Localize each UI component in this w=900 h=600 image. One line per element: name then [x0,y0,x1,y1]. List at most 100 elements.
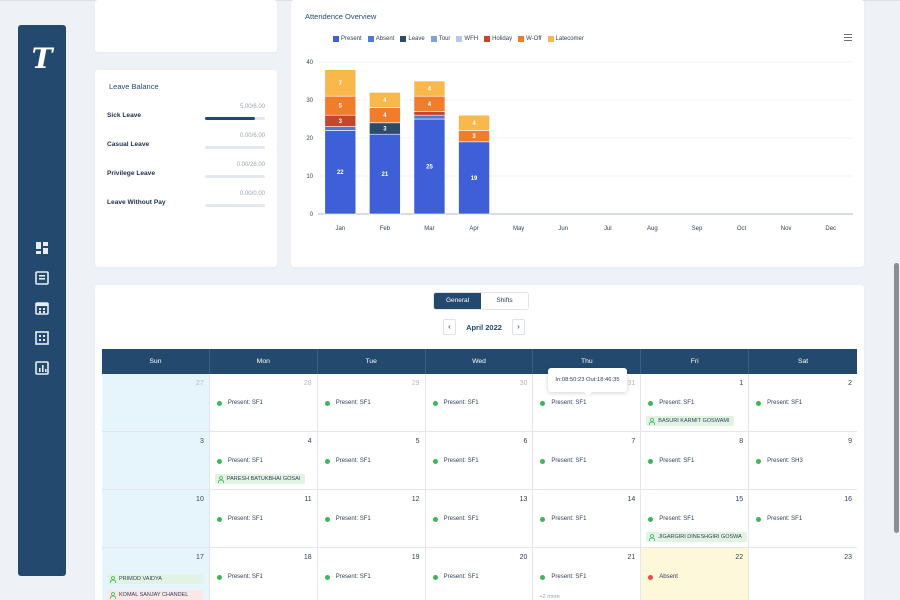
dashboard-icon[interactable] [34,240,50,256]
employee-badge[interactable]: JIGARGIRI DINESHGIRI GOSWA [646,532,747,542]
status-text: Present: SF1 [767,400,803,406]
calendar-day-cell[interactable]: 2 Present: SF1 [749,374,857,432]
status-dot [216,458,222,464]
date-number: 18 [303,554,312,561]
legend-swatch [333,36,339,42]
prev-month-button[interactable]: ‹ [443,319,456,335]
employee-badge[interactable]: PARESH BATUKBHAI GOSAI [214,474,306,484]
status-dot [216,574,222,580]
date-number: 9 [848,438,852,445]
calendar-day-cell[interactable]: 3 [102,432,210,490]
calendar-day-cell[interactable]: 18 Present: SF1 [209,548,318,600]
data-label: 21 [382,172,389,178]
legend-label: Tour [438,36,451,42]
calendar-day-cell[interactable]: 23 [749,548,857,600]
calendar-day-cell[interactable]: 12 Present: SF1 [317,490,426,548]
employee-badge[interactable]: PRIMOD VAIDYA [107,574,203,584]
legend-item[interactable]: Latecomer [547,36,584,42]
calendar-day-cell[interactable]: 9 Present: SH3 [749,432,857,490]
grid-icon[interactable] [34,330,50,346]
status-dot [216,516,222,522]
status-text: Present: SF1 [443,458,479,464]
status-text: Present: SF1 [659,458,695,464]
legend-item[interactable]: Holiday [484,36,512,42]
employee-name: JIGARGIRI DINESHGIRI GOSWA [658,534,742,540]
bar-segment[interactable] [369,92,401,108]
document-icon[interactable] [34,270,50,286]
legend-item[interactable]: Present [333,36,362,42]
status-text: Present: SF1 [551,574,587,580]
attendance-status: Present: SF1 [216,458,263,464]
date-number: 10 [196,496,204,503]
calendar-day-cell[interactable]: 30 Present: SF1 [425,374,534,432]
calendar-day-cell[interactable]: 11 Present: SF1 [209,490,318,548]
calendar-day-cell[interactable]: 20 Present: SF1 [425,548,534,600]
calendar-day-cell[interactable]: 7 Present: SF1 [533,432,642,490]
leave-row-without-pay: Leave Without Pay 0.00/0.00 [107,191,267,223]
legend-swatch [456,36,463,42]
legend-item[interactable]: Leave [400,36,425,42]
attendance-status: Present: SH3 [756,458,803,464]
calendar-day-cell[interactable]: 1 Present: SF1 BASURI KARMIT GOSWAMI [641,374,750,432]
date-number: 11 [304,496,312,503]
calendar-day-cell[interactable]: 17 PRIMOD VAIDYA KOMAL SANJAY CHANDEL [102,548,210,600]
calendar-day-cell[interactable]: 29 Present: SF1 [317,374,426,432]
employee-badge[interactable]: BASURI KARMIT GOSWAMI [646,416,735,426]
bar-segment[interactable] [413,114,446,120]
page-scrollbar[interactable] [894,263,899,533]
bar-segment[interactable] [324,69,357,97]
date-number: 21 [627,554,636,561]
legend-item[interactable]: Absent [367,36,394,42]
employee-name: KOMAL SANJAY CHANDEL [119,592,189,598]
weekday-label: Sat [797,358,809,365]
date-number: 27 [196,380,204,387]
bar-segment[interactable] [369,133,401,215]
calendar-day-cell[interactable]: 10 [102,490,210,548]
status-dot [432,516,438,522]
calendar-day-cell[interactable]: 8 Present: SF1 [641,432,750,490]
calendar-day-cell[interactable]: 28 Present: SF1 [209,374,318,432]
calendar-day-cell[interactable]: 15 Present: SF1 JIGARGIRI DINESHGIRI GOSWA [641,490,750,548]
calendar-day-cell[interactable]: 19 Present: SF1 [317,548,426,600]
employee-badge[interactable]: KOMAL SANJAY CHANDEL [107,590,203,600]
bar-segment[interactable] [413,111,446,116]
next-month-button[interactable]: › [512,319,525,335]
bar-segment[interactable] [458,114,490,131]
attendance-bar-chart: 0 10 20 30 40 Jan 22 3 5 7 Feb 21 3 4 4 Mar 25 4 4 Apr 19 3 4 M… [306,60,853,232]
report-chart-icon[interactable] [34,360,50,376]
more-events-link[interactable]: +2 more [539,594,560,600]
legend-item[interactable]: WFH [456,36,478,42]
calendar-day-cell[interactable]: 16 Present: SF1 [749,490,857,548]
calendar-day-cell[interactable]: 13 Present: SF1 [425,490,534,548]
date-number: 15 [735,496,744,503]
tab-general[interactable]: General [434,293,481,309]
app-logo[interactable]: T [31,42,53,75]
legend-item[interactable]: W-Off [518,36,542,42]
bar-segment[interactable] [324,130,357,215]
calendar-day-cell[interactable]: 14 Present: SF1 [533,490,642,548]
bar-segment[interactable] [458,141,490,215]
calendar-day-cell[interactable]: 4 Present: SF1 PARESH BATUKBHAI GOSAI [209,432,318,490]
calendar-icon[interactable] [34,300,50,316]
month-navigation: ‹ April 2022 › [443,319,525,335]
calendar-day-cell[interactable]: 21 Present: SF1 +2 more [533,548,642,600]
hamburger-menu-icon[interactable] [844,34,852,41]
data-label: 19 [471,176,478,182]
status-dot [648,400,654,406]
calendar-body: 27 28 Present: SF1 29 Present: SF1 30 Present:… [102,374,857,600]
calendar-day-cell[interactable]: 6 Present: SF1 [425,432,534,490]
legend-item[interactable]: Tour [430,36,451,42]
tab-shifts[interactable]: Shifts [481,293,528,309]
weekday-label: Sun [102,349,210,374]
calendar-day-cell[interactable]: 22 Absent [641,548,750,600]
bar-segment[interactable] [324,126,357,131]
person-icon [649,533,656,541]
calendar-day-cell[interactable]: 27 [102,374,210,432]
legend-label: WFH [464,36,479,42]
employee-name: PARESH BATUKBHAI GOSAI [226,476,301,482]
x-tick-label: Oct [737,226,747,232]
x-tick-label: Dec [825,226,836,232]
weekday-label: Fri [641,349,750,374]
calendar-day-cell[interactable]: 5 Present: SF1 [317,432,426,490]
bar-segment[interactable] [413,80,446,97]
